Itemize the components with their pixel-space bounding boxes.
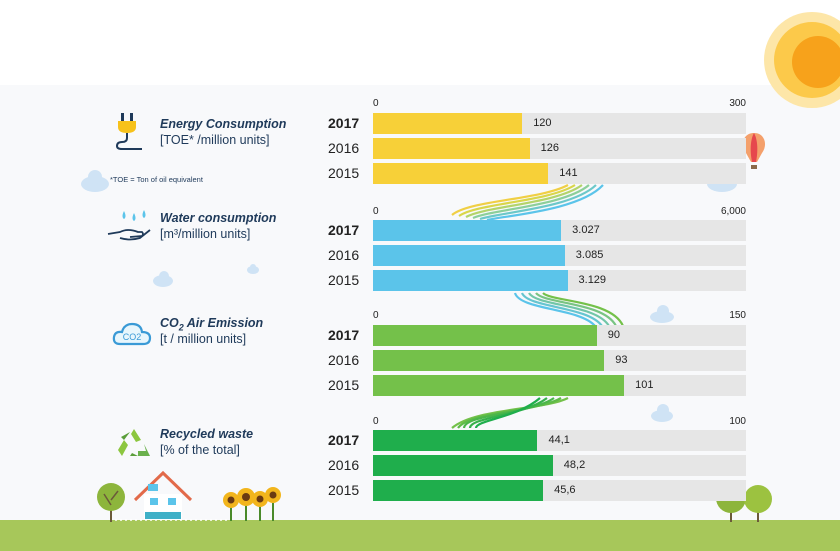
- water-bar: [373, 270, 568, 291]
- house-icon: [133, 470, 193, 520]
- water-bar-track: 3.027: [373, 220, 746, 241]
- water-title: Water consumption: [160, 211, 277, 225]
- energy-year-label: 2016: [328, 140, 360, 156]
- ground: [0, 520, 840, 551]
- waste-title: Recycled waste: [160, 427, 254, 441]
- waste-bar-track: 45,6: [373, 480, 746, 501]
- waste-year-label: 2017: [328, 432, 360, 448]
- co2-title-rest: Air Emission: [183, 316, 264, 330]
- co2-year-label: 2017: [328, 327, 360, 343]
- water-value-label: 3.085: [575, 249, 604, 261]
- cloud-icon: [650, 305, 674, 323]
- co2-bar-track: 90: [373, 325, 746, 346]
- water-axis-min-label: 0: [373, 206, 379, 217]
- energy-bar: [373, 163, 549, 184]
- waste-bar: [373, 430, 538, 451]
- water-year-label: 2015: [328, 272, 360, 288]
- waste-bar: [373, 455, 553, 476]
- energy-bar-track: 120: [373, 113, 746, 134]
- ribbon-connector-2: [513, 292, 625, 327]
- waste-value-label: 45,6: [554, 484, 576, 496]
- water-bar-track: 3.129: [373, 270, 746, 291]
- co2-title-subscript: 2: [178, 322, 184, 333]
- cloud-icon: [651, 404, 673, 422]
- ribbon-connector-3: [451, 397, 569, 429]
- cloud-icon: [81, 170, 109, 192]
- co2-bar: [373, 325, 597, 346]
- co2-bar: [373, 375, 625, 396]
- energy-value-label: 120: [533, 117, 552, 129]
- co2-axis-max-label: 150: [729, 310, 746, 321]
- cloud-icon: [247, 264, 259, 274]
- waste-bar-track: 48,2: [373, 455, 746, 476]
- waste-value-label: 44,1: [548, 434, 570, 446]
- co2-value-label: 93: [615, 354, 628, 366]
- waste-year-label: 2016: [328, 457, 360, 473]
- co2-bar-track: 101: [373, 375, 746, 396]
- energy-year-label: 2017: [328, 115, 360, 131]
- plug-icon: [115, 113, 142, 150]
- ribbon-connector-1: [451, 184, 604, 222]
- co2-bar: [373, 350, 605, 371]
- energy-value-label: 126: [540, 142, 560, 154]
- water-bar: [373, 220, 562, 241]
- tree-icon: [97, 483, 125, 522]
- co2-year-label: 2015: [328, 377, 360, 393]
- co2-value-label: 90: [607, 329, 621, 341]
- toe-footnote: *TOE = Ton of oil equivalent: [110, 175, 203, 184]
- co2-cloud-icon: CO2: [112, 322, 152, 346]
- water-value-label: 3.129: [578, 274, 607, 286]
- co2-unit: [t / million units]: [160, 332, 247, 346]
- energy-value-label: 141: [559, 167, 578, 179]
- water-value-label: 3.027: [572, 224, 600, 236]
- co2-title: CO2 Air Emission: [160, 316, 263, 333]
- tree-icon: [744, 485, 772, 522]
- energy-axis-max-label: 300: [729, 98, 746, 109]
- waste-value-label: 48,2: [563, 459, 586, 471]
- co2-year-label: 2016: [328, 352, 360, 368]
- waste-axis-min-label: 0: [373, 416, 379, 427]
- sun-icon: [764, 12, 840, 108]
- waste-year-label: 2015: [328, 482, 360, 498]
- hot-air-balloon-icon: [742, 133, 766, 169]
- energy-year-label: 2015: [328, 165, 360, 181]
- water-hand-icon: [107, 210, 151, 241]
- co2-bar-track: 93: [373, 350, 746, 371]
- sunflower-icon: [223, 487, 281, 521]
- cloud-icon: [153, 271, 173, 287]
- co2-value-label: 101: [635, 379, 654, 391]
- water-unit: [m³/million units]: [160, 227, 251, 241]
- energy-bar-track: 141: [373, 163, 746, 184]
- energy-axis-min-label: 0: [373, 98, 379, 109]
- waste-bar: [373, 480, 544, 501]
- co2-title-main: CO: [160, 316, 179, 330]
- energy-title: Energy Consumption: [160, 117, 287, 131]
- energy-bar: [373, 138, 530, 159]
- water-bar: [373, 245, 565, 266]
- waste-axis-max-label: 100: [729, 416, 746, 427]
- co2-axis-min-label: 0: [373, 310, 379, 321]
- waste-bar-track: 44,1: [373, 430, 746, 451]
- waste-unit: [% of the total]: [160, 443, 240, 457]
- water-year-label: 2016: [328, 247, 360, 263]
- water-axis-max-label: 6,000: [720, 206, 746, 217]
- recycle-icon: [118, 429, 150, 456]
- water-year-label: 2017: [328, 222, 360, 238]
- svg-text:CO2: CO2: [123, 332, 142, 342]
- water-bar-track: 3.085: [373, 245, 746, 266]
- energy-unit: [TOE* /million units]: [160, 133, 270, 147]
- energy-bar-track: 126: [373, 138, 746, 159]
- energy-bar: [373, 113, 523, 134]
